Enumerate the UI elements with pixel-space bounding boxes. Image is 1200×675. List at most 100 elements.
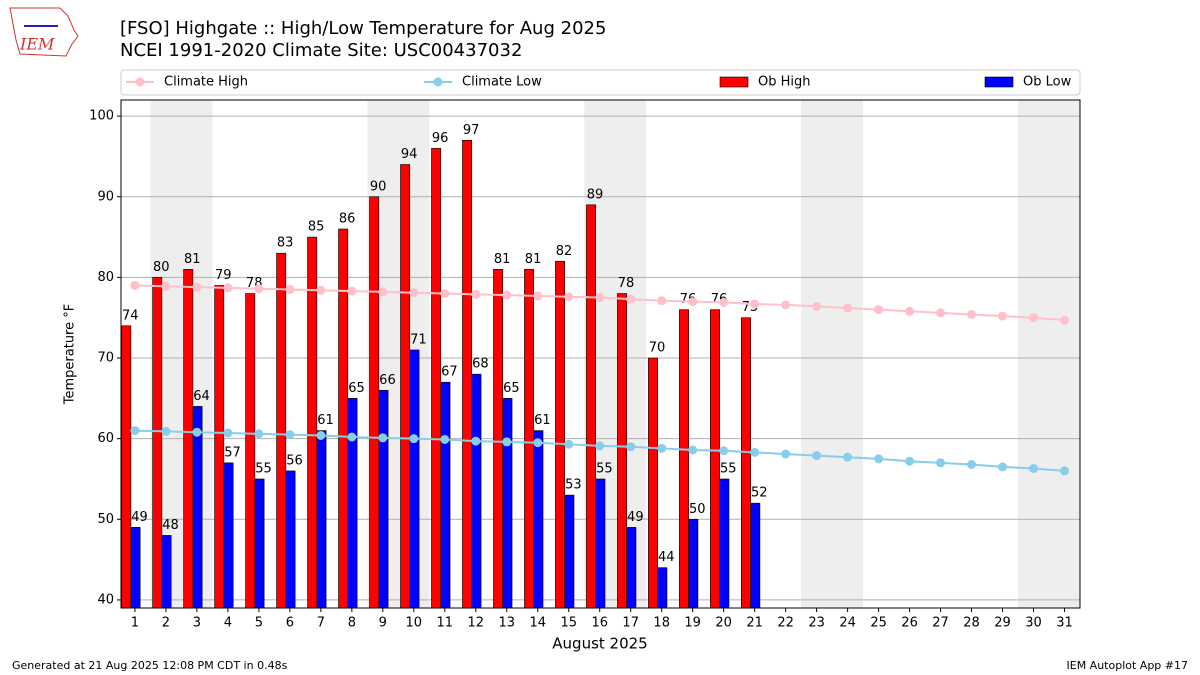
- bar: [254, 478, 265, 609]
- x-tick-label: 31: [1056, 616, 1073, 631]
- x-tick-label: 29: [994, 616, 1011, 631]
- line-marker: [254, 284, 264, 294]
- x-tick-label: 7: [317, 616, 325, 631]
- bar: [409, 349, 420, 609]
- line-marker: [657, 296, 667, 306]
- bar: [555, 260, 566, 609]
- legend: [120, 69, 1081, 96]
- line-marker: [750, 299, 760, 309]
- data-label: 64: [193, 389, 210, 404]
- bar: [440, 381, 451, 609]
- logo-text: IEM: [19, 35, 55, 54]
- footer-left: Generated at 21 Aug 2025 12:08 PM CDT in…: [12, 659, 288, 672]
- bar: [245, 293, 256, 609]
- data-label: 50: [689, 502, 706, 517]
- bar: [223, 462, 234, 609]
- logo: IEM: [9, 7, 79, 57]
- line-marker: [812, 451, 822, 461]
- line-marker: [471, 436, 481, 446]
- line-marker: [719, 297, 729, 307]
- bar: [657, 567, 668, 609]
- line-marker: [781, 300, 791, 310]
- legend-marker: [433, 77, 443, 87]
- x-tick-label: 6: [286, 616, 294, 631]
- x-tick-label: 1: [131, 616, 139, 631]
- data-label: 49: [131, 510, 148, 525]
- chart-subtitle: NCEI 1991-2020 Climate Site: USC00437032: [120, 40, 522, 61]
- line-marker: [998, 462, 1008, 472]
- data-label: 56: [286, 453, 303, 468]
- bar: [400, 164, 411, 609]
- x-tick-label: 30: [1025, 616, 1042, 631]
- line-marker: [192, 427, 202, 437]
- line-marker: [223, 283, 233, 293]
- bar: [276, 252, 287, 609]
- x-tick-label: 2: [162, 616, 170, 631]
- line-marker: [161, 281, 171, 291]
- data-label: 71: [410, 332, 427, 347]
- line-marker: [285, 430, 295, 440]
- x-tick-label: 27: [932, 616, 949, 631]
- line-marker: [626, 442, 636, 452]
- line-marker: [564, 439, 574, 449]
- x-tick-label: 22: [777, 616, 794, 631]
- x-tick-label: 24: [839, 616, 856, 631]
- data-label: 83: [277, 236, 294, 251]
- line-marker: [130, 426, 140, 436]
- data-label: 82: [556, 244, 573, 259]
- line-marker: [595, 441, 605, 451]
- line-marker: [440, 289, 450, 299]
- x-tick-label: 10: [406, 616, 423, 631]
- chart-title: [FSO] Highgate :: High/Low Temperature f…: [120, 18, 606, 39]
- line-marker: [409, 288, 419, 298]
- line-marker: [874, 305, 884, 315]
- data-label: 55: [255, 461, 272, 476]
- weekend-shade: [1018, 100, 1050, 608]
- bar: [161, 535, 172, 609]
- x-tick-label: 3: [193, 616, 201, 631]
- y-tick-label: 40: [97, 592, 114, 607]
- line-marker: [347, 286, 357, 296]
- legend-label: Climate High: [164, 75, 248, 90]
- bar: [183, 269, 194, 609]
- data-label: 70: [649, 341, 666, 356]
- y-tick-label: 90: [97, 189, 114, 204]
- x-tick-label: 9: [379, 616, 387, 631]
- data-label: 89: [587, 187, 604, 202]
- data-label: 66: [379, 373, 396, 388]
- x-tick-label: 15: [560, 616, 577, 631]
- bar: [431, 148, 442, 609]
- line-marker: [595, 293, 605, 303]
- line-marker: [564, 292, 574, 302]
- weekend-shade: [801, 100, 833, 608]
- footer-right: IEM Autoplot App #17: [1067, 659, 1189, 672]
- data-label: 78: [618, 276, 635, 291]
- x-tick-label: 8: [348, 616, 356, 631]
- line-marker: [936, 308, 946, 318]
- x-tick-label: 5: [255, 616, 263, 631]
- x-tick-label: 16: [591, 616, 608, 631]
- data-label: 53: [565, 478, 582, 493]
- data-label: 65: [348, 381, 365, 396]
- data-label: 86: [339, 212, 356, 227]
- bar: [688, 519, 699, 609]
- data-label: 90: [370, 179, 387, 194]
- line-marker: [192, 282, 202, 292]
- bar: [462, 140, 473, 609]
- bar: [564, 494, 575, 609]
- line-marker: [378, 433, 388, 443]
- x-tick-label: 28: [963, 616, 980, 631]
- line-marker: [719, 446, 729, 456]
- x-tick-label: 17: [622, 616, 639, 631]
- x-tick-label: 11: [437, 616, 454, 631]
- line-marker: [688, 445, 698, 455]
- bar: [378, 389, 389, 609]
- data-label: 80: [153, 260, 170, 275]
- data-label: 61: [534, 413, 551, 428]
- bar: [121, 325, 132, 609]
- line-marker: [905, 456, 915, 466]
- data-label: 85: [308, 220, 325, 235]
- line-marker: [905, 306, 915, 316]
- data-label: 52: [751, 486, 768, 501]
- line-marker: [409, 434, 419, 444]
